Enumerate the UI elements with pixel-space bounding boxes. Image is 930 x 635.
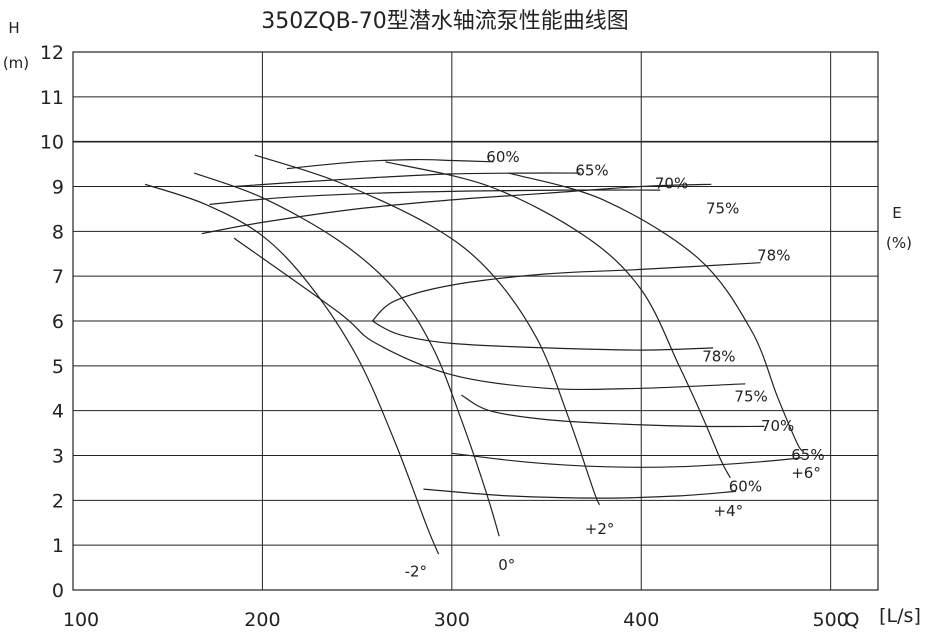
curve-labels: -2° 0° +2° +4° +6° 60% 65% 70% 75% 78% 60% 65% 70% 75… xyxy=(405,148,825,581)
y-axis-unit: (m) xyxy=(3,54,29,72)
efficiency-curve xyxy=(451,452,803,468)
efficiency-label: 75% xyxy=(734,388,767,406)
efficiency-curve xyxy=(209,189,661,205)
blade-angle-label: 0° xyxy=(498,556,515,574)
efficiency-axis-unit: (%) xyxy=(886,234,912,252)
efficiency-curve xyxy=(371,262,761,322)
x-tick-label: 400 xyxy=(623,609,659,631)
efficiency-label: 60% xyxy=(486,148,519,166)
grid-lines xyxy=(72,51,879,591)
y-tick-label: 11 xyxy=(40,87,64,109)
y-tick-label: 3 xyxy=(52,446,64,468)
blade-angle-label: +6° xyxy=(791,464,821,482)
x-tick-label: 300 xyxy=(434,609,470,631)
y-tick-label: 2 xyxy=(52,490,64,512)
blade-angle-label: -2° xyxy=(405,563,427,581)
efficiency-label: 78% xyxy=(757,246,790,264)
efficiency-label: 70% xyxy=(761,417,794,435)
x-tick-label: 500 xyxy=(813,609,849,631)
blade-angle-curve xyxy=(508,172,803,452)
y-tick-label: 8 xyxy=(52,221,64,243)
curves xyxy=(144,154,803,555)
blade-angle-curve xyxy=(193,172,500,537)
y-tick-label: 9 xyxy=(52,177,64,199)
efficiency-label: 70% xyxy=(655,175,688,193)
efficiency-curve xyxy=(201,183,712,235)
x-axis-unit: [L/s] xyxy=(879,605,921,627)
efficiency-curve xyxy=(423,488,736,499)
efficiency-label: 65% xyxy=(791,446,824,464)
x-tick-label: 100 xyxy=(63,609,99,631)
y-axis-label: H xyxy=(8,19,19,37)
efficiency-curve xyxy=(233,172,581,188)
efficiency-label: 65% xyxy=(575,161,608,179)
blade-angle-curve xyxy=(385,161,731,479)
y-tick-label: 7 xyxy=(52,266,64,288)
efficiency-curve xyxy=(460,394,765,428)
efficiency-label: 60% xyxy=(729,477,762,495)
y-tick-label: 6 xyxy=(52,311,64,333)
y-tick-label: 5 xyxy=(52,356,64,378)
efficiency-label: 75% xyxy=(706,199,739,217)
x-axis-label: Q xyxy=(845,609,860,631)
x-tick-label: 200 xyxy=(244,609,280,631)
blade-angle-curve xyxy=(144,183,440,555)
blade-angle-label: +4° xyxy=(714,502,744,520)
efficiency-curve xyxy=(286,158,494,170)
blade-angle-curve xyxy=(254,154,601,506)
y-tick-label: 4 xyxy=(52,401,64,423)
blade-angle-label: +2° xyxy=(585,520,615,538)
y-tick-label: 0 xyxy=(52,580,64,602)
efficiency-axis-label: E xyxy=(892,204,901,222)
y-tick-label: 12 xyxy=(40,42,64,64)
efficiency-curve xyxy=(233,237,746,391)
chart-title: 350ZQB-70型潜水轴流泵性能曲线图 xyxy=(261,9,628,34)
y-tick-label: 1 xyxy=(52,535,64,557)
y-tick-label: 10 xyxy=(40,132,64,154)
efficiency-label: 78% xyxy=(702,347,735,365)
efficiency-curve xyxy=(372,320,714,351)
